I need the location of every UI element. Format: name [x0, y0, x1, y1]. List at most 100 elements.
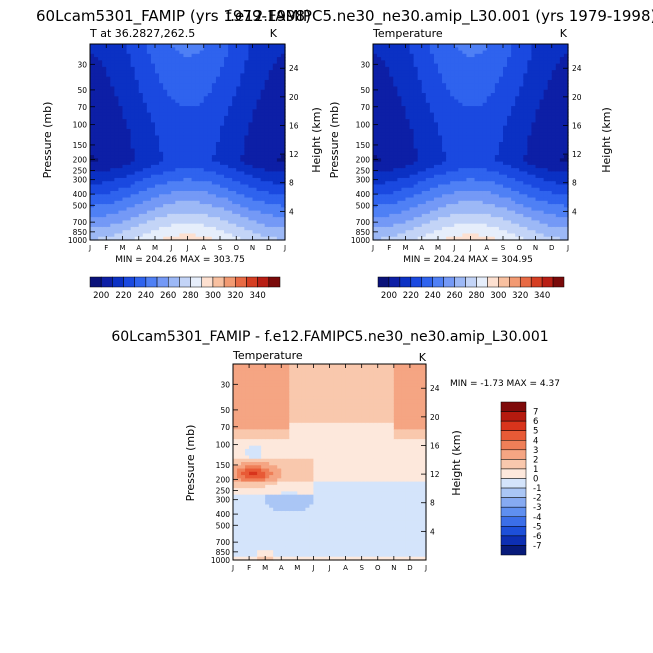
contour-cell: [486, 73, 492, 78]
contour-cell: [110, 230, 115, 235]
contour-cell: [110, 66, 115, 71]
contour-cell: [211, 106, 217, 110]
contour-cell: [494, 236, 500, 241]
contour-cell: [389, 109, 394, 114]
contour-cell: [421, 161, 427, 166]
contour-cell: [183, 217, 189, 221]
contour-cell: [268, 132, 274, 137]
contour-cell: [114, 76, 120, 81]
contour-cell: [256, 138, 262, 143]
contour-cell: [211, 70, 217, 74]
contour-cell: [114, 233, 120, 238]
contour-cell: [490, 135, 496, 140]
contour-cell: [454, 70, 459, 74]
contour-cell: [134, 63, 140, 68]
contour-cell: [215, 217, 221, 221]
contour-cell: [163, 168, 168, 172]
contour-cell: [171, 226, 176, 231]
contour-cell: [171, 191, 176, 195]
contour-cell: [425, 99, 431, 104]
contour-cell: [393, 122, 398, 127]
contour-cell: [159, 181, 164, 186]
contour-cell: [466, 148, 472, 153]
contour-cell: [90, 151, 95, 156]
contour-cell: [155, 210, 160, 215]
contour-cell: [446, 106, 451, 110]
contour-cell: [215, 168, 221, 172]
contour-cell: [442, 194, 447, 199]
contour-cell: [425, 177, 431, 182]
contour-cell: [466, 181, 472, 186]
contour-cell: [462, 161, 468, 166]
contour-cell: [409, 145, 415, 150]
contour-cell: [264, 217, 270, 221]
contour-cell: [240, 213, 245, 218]
contour-cell: [228, 115, 233, 120]
contour-cell: [142, 76, 148, 81]
contour-cell: [470, 50, 476, 55]
contour-cell: [150, 168, 156, 172]
contour-cell: [276, 204, 282, 208]
contour-cell: [130, 164, 136, 169]
contour-cell: [450, 122, 455, 127]
contour-cell: [433, 174, 439, 179]
contour-cell: [268, 76, 274, 81]
contour-cell: [171, 217, 176, 221]
contour-cell: [256, 70, 262, 74]
contour-cell: [446, 128, 451, 133]
contour-cell: [490, 50, 496, 55]
contour-cell: [409, 50, 415, 55]
colorbar-swatch: [257, 276, 270, 288]
contour-cell: [142, 89, 148, 94]
contour-cell: [446, 73, 451, 78]
contour-cell: [377, 207, 382, 212]
contour-cell: [240, 207, 245, 212]
contour-cell: [421, 226, 427, 231]
contour-cell: [458, 122, 463, 127]
contour-cell: [373, 155, 378, 159]
contour-cell: [159, 155, 164, 159]
contour-cell: [203, 112, 209, 117]
contour-cell: [417, 102, 423, 107]
contour-cell: [211, 138, 217, 143]
contour-cell: [248, 125, 254, 130]
contour-cell: [244, 86, 250, 91]
contour-cell: [163, 164, 168, 169]
contour-cell: [385, 63, 390, 68]
contour-cell: [503, 93, 508, 97]
contour-cell: [224, 115, 229, 120]
contour-cell: [215, 164, 221, 169]
contour-cell: [122, 89, 128, 94]
contour-cell: [163, 63, 168, 68]
contour-cell: [421, 181, 427, 186]
contour-cell: [142, 164, 148, 169]
contour-cell: [215, 76, 221, 81]
contour-cell: [393, 223, 398, 228]
contour-cell: [183, 57, 189, 61]
contour-cell: [203, 148, 209, 153]
contour-cell: [203, 93, 209, 97]
contour-cell: [433, 115, 439, 120]
contour-cell: [220, 145, 225, 150]
contour-cell: [474, 44, 480, 48]
contour-cell: [179, 200, 185, 205]
contour-cell: [280, 168, 286, 172]
contour-cell: [211, 135, 217, 140]
contour-cell: [256, 213, 262, 218]
contour-cell: [507, 83, 512, 88]
contour-cell: [421, 204, 427, 208]
contour-cell: [187, 132, 193, 137]
contour-cell: [503, 217, 508, 221]
contour-cell: [429, 194, 435, 199]
contour-cell: [268, 210, 274, 215]
contour-cell: [248, 220, 254, 225]
contour-cell: [130, 135, 136, 140]
contour-cell: [405, 73, 411, 78]
contour-cell: [490, 230, 496, 235]
contour-cell: [397, 161, 403, 166]
contour-cell: [272, 76, 278, 81]
contour-cell: [134, 191, 140, 195]
contour-cell: [486, 148, 492, 153]
contour-cell: [446, 207, 451, 212]
contour-cell: [211, 158, 217, 163]
